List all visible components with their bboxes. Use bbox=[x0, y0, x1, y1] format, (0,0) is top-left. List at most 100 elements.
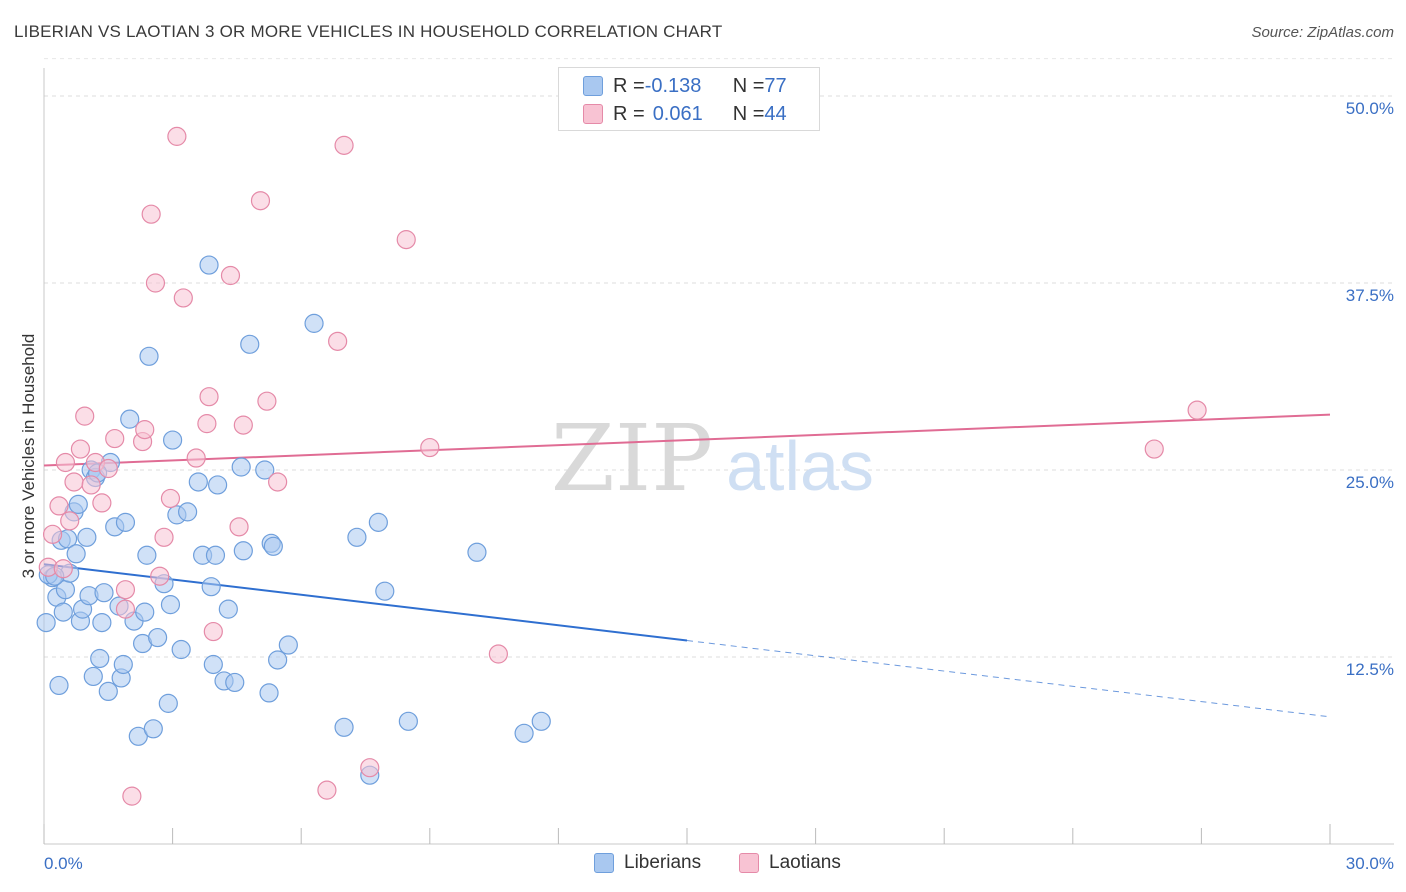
n-label: N = bbox=[732, 102, 765, 125]
laotians-swatch bbox=[739, 853, 759, 873]
laotians-point bbox=[197, 414, 217, 434]
liberians-point bbox=[375, 581, 395, 601]
liberians-point bbox=[199, 255, 219, 275]
liberians-swatch bbox=[594, 853, 614, 873]
laotians-point bbox=[81, 475, 101, 495]
liberians-point bbox=[233, 541, 253, 561]
liberians-point bbox=[188, 472, 208, 492]
laotians-point bbox=[53, 559, 73, 579]
laotians-point bbox=[334, 135, 354, 155]
liberians-point bbox=[137, 545, 157, 565]
y-tick-label: 37.5% bbox=[1346, 286, 1394, 305]
correlation-legend: R = -0.138 N = 77 R = 0.061 N = 44 bbox=[558, 67, 820, 131]
source-label: Source: ZipAtlas.com bbox=[1251, 24, 1394, 41]
laotians-point bbox=[229, 517, 249, 537]
liberians-point bbox=[90, 648, 110, 669]
liberians-point bbox=[255, 460, 275, 480]
laotians-point bbox=[160, 488, 181, 509]
laotians-point bbox=[105, 428, 125, 449]
liberians-point bbox=[304, 313, 324, 333]
liberians-point bbox=[98, 681, 118, 702]
liberians-point bbox=[467, 542, 487, 562]
laotians-point bbox=[64, 472, 84, 492]
liberians-point bbox=[66, 544, 86, 564]
laotians-point bbox=[1187, 400, 1207, 420]
laotians-point bbox=[220, 265, 241, 286]
liberians-point bbox=[147, 627, 168, 648]
bottom-legend-laotians: Laotians bbox=[739, 852, 841, 874]
laotians-point bbox=[420, 437, 440, 458]
n-value: 77 bbox=[764, 74, 787, 97]
x-tick-label: 30.0% bbox=[1346, 854, 1394, 873]
liberians-point bbox=[115, 512, 136, 532]
watermark: ZIP atlas bbox=[551, 405, 874, 512]
data-points bbox=[36, 126, 1207, 806]
laotians-point bbox=[70, 439, 91, 459]
tick-labels: 12.5% 25.0% 37.5% 50.0% 0.0% 30.0% 3 or more V… bbox=[19, 99, 1394, 873]
liberians-point bbox=[205, 545, 226, 565]
liberians-trend-line bbox=[43, 563, 688, 642]
liberians-point bbox=[240, 334, 260, 354]
laotians-point bbox=[115, 580, 136, 600]
liberians-point bbox=[398, 711, 418, 731]
r-value: -0.138 bbox=[644, 74, 702, 97]
laotians-point bbox=[98, 458, 118, 479]
legend-row-laotians: R = 0.061 N = 44 bbox=[583, 102, 787, 126]
liberians-point bbox=[68, 494, 88, 515]
laotians-swatch bbox=[583, 104, 603, 124]
liberians-swatch bbox=[583, 76, 603, 96]
laotians-trend-line bbox=[43, 413, 1331, 467]
laotians-point bbox=[167, 126, 187, 146]
chart-title: LIBERIAN VS LAOTIAN 3 OR MORE VEHICLES I… bbox=[14, 22, 723, 41]
liberians-point bbox=[171, 639, 191, 660]
liberians-trend-extension bbox=[686, 640, 1331, 718]
laotians-point bbox=[135, 420, 155, 440]
laotians-point bbox=[115, 599, 136, 619]
liberians-label: Liberians bbox=[624, 852, 702, 873]
liberians-point bbox=[143, 719, 163, 739]
liberians-point bbox=[203, 654, 223, 675]
liberians-point bbox=[94, 583, 114, 603]
laotians-point bbox=[257, 391, 277, 411]
liberians-point bbox=[163, 430, 183, 450]
liberians-point bbox=[208, 475, 228, 495]
laotians-point bbox=[488, 644, 508, 664]
liberians-point bbox=[278, 635, 298, 655]
bottom-legend-liberians: Liberians bbox=[594, 852, 701, 874]
watermark-zip: ZIP bbox=[551, 405, 713, 512]
liberians-point bbox=[77, 527, 97, 547]
liberians-point bbox=[514, 723, 534, 743]
liberians-point bbox=[53, 602, 73, 622]
liberians-point bbox=[49, 675, 69, 696]
laotians-point bbox=[75, 406, 95, 426]
watermark-atlas: atlas bbox=[726, 427, 874, 505]
liberians-point bbox=[531, 711, 551, 731]
laotians-point bbox=[154, 527, 174, 547]
liberians-point bbox=[120, 409, 140, 429]
grid-lines bbox=[44, 58, 1394, 658]
r-label: R = bbox=[613, 74, 645, 97]
n-label: N = bbox=[732, 74, 765, 97]
laotians-point bbox=[141, 204, 161, 224]
liberians-point bbox=[113, 654, 133, 675]
laotians-point bbox=[328, 331, 348, 351]
y-tick-label: 50.0% bbox=[1346, 99, 1394, 118]
liberians-point bbox=[83, 666, 103, 687]
liberians-point bbox=[178, 502, 198, 522]
laotians-point bbox=[92, 493, 112, 513]
laotians-point bbox=[233, 415, 253, 435]
r-label: R = bbox=[613, 102, 645, 125]
liberians-point bbox=[225, 672, 245, 693]
n-value: 44 bbox=[764, 102, 787, 125]
liberians-point bbox=[139, 346, 159, 366]
liberians-point bbox=[334, 717, 354, 737]
liberians-point bbox=[347, 527, 367, 547]
laotians-point bbox=[49, 496, 69, 516]
laotians-point bbox=[317, 780, 337, 800]
laotians-point bbox=[173, 288, 193, 308]
laotians-point bbox=[122, 786, 142, 806]
r-value: 0.061 bbox=[652, 102, 703, 125]
liberians-point bbox=[135, 602, 155, 622]
laotians-point bbox=[186, 448, 206, 468]
